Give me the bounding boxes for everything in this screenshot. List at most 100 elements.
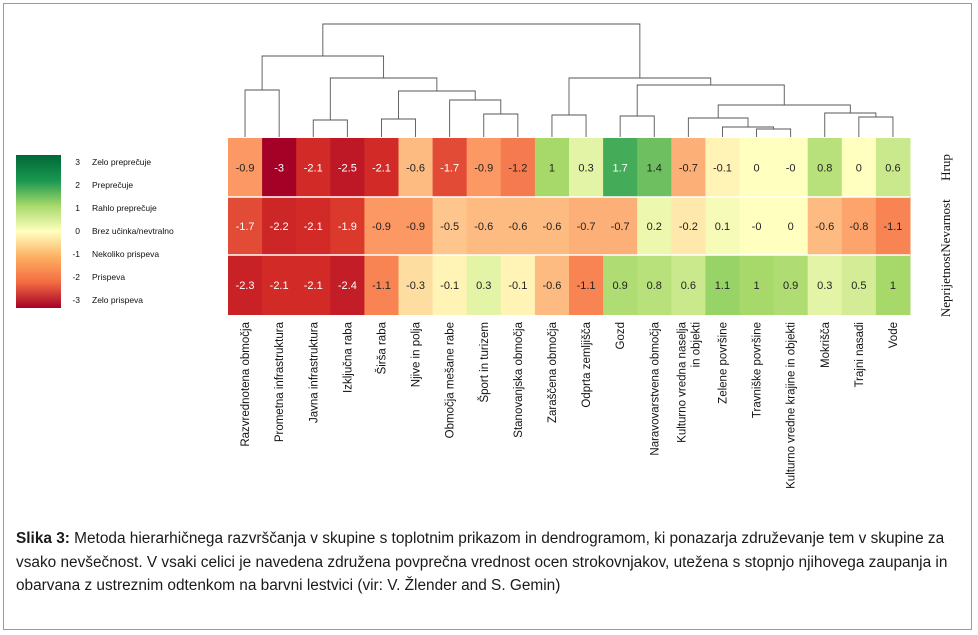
- heatmap-cell: [705, 197, 740, 255]
- cell-value-label: -0: [786, 163, 796, 175]
- heatmap-cell: [569, 138, 604, 197]
- cell-value-label: -2.3: [236, 280, 255, 292]
- cell-value-label: -0.1: [508, 280, 527, 292]
- column-label: Zelene površine: [717, 322, 729, 404]
- heatmap-cell: [228, 138, 263, 197]
- cell-value-label: -0.6: [815, 221, 834, 233]
- cell-value-label: -0.6: [474, 221, 493, 233]
- legend-value: 0: [75, 226, 80, 236]
- cell-value-label: -1.1: [883, 221, 902, 233]
- legend-label: Nekoliko prispeva: [92, 249, 159, 259]
- column-label: Šport in turizem: [478, 322, 491, 403]
- cell-value-label: -0.8: [849, 221, 868, 233]
- heatmap-cell: [296, 197, 331, 255]
- cell-value-label: 0.1: [715, 221, 730, 233]
- column-label: Njive in polja: [411, 321, 423, 387]
- cell-value-label: -3: [274, 163, 284, 175]
- column-label: Prometna infrastruktura: [274, 321, 286, 442]
- heatmap-cell: [875, 255, 911, 315]
- cell-value-label: -0.1: [713, 163, 732, 175]
- heatmap-cell: [569, 197, 604, 255]
- column-label: Javna infrastruktura: [308, 321, 320, 423]
- heatmap-cell: [773, 197, 809, 255]
- legend-value: 2: [75, 180, 80, 190]
- cell-value-label: -0.6: [406, 163, 425, 175]
- cell-value-label: -1.7: [236, 221, 255, 233]
- cell-value-label: 0.9: [783, 280, 798, 292]
- heatmap-cell: [875, 197, 911, 255]
- cell-value-label: -1.2: [508, 163, 527, 175]
- heatmap-cell: [466, 197, 502, 255]
- heatmap-cell: [500, 255, 536, 315]
- heatmap-cell: [262, 197, 297, 255]
- dendrogram-branch: [398, 90, 476, 119]
- cell-value-label: 0.2: [647, 221, 662, 233]
- heatmap-cell: [364, 138, 399, 197]
- cell-value-label: -1.9: [338, 221, 357, 233]
- legend-label: Zelo preprečuje: [92, 157, 151, 167]
- heatmap-cell: [364, 197, 399, 255]
- heatmap-cell: [228, 197, 263, 255]
- cell-value-label: 1: [890, 280, 896, 292]
- heatmap-cell: [739, 255, 775, 315]
- legend-value: -2: [72, 272, 80, 282]
- heatmap-cell: [671, 138, 706, 197]
- cell-value-label: -0.6: [542, 221, 561, 233]
- heatmap-cell: [296, 138, 331, 197]
- cell-value-label: 1: [549, 163, 555, 175]
- row-label: Hrup: [938, 154, 953, 181]
- heatmap-cell: [228, 255, 263, 315]
- heatmap-cell: [330, 138, 365, 197]
- heatmap-cell: [807, 255, 843, 315]
- heatmap-cell: [841, 255, 877, 315]
- heatmap-cell: [466, 255, 502, 315]
- cell-value-label: 0: [856, 163, 862, 175]
- cell-value-label: -0.7: [679, 163, 698, 175]
- column-label: Širša raba: [375, 321, 388, 374]
- heatmap-cells: -0.9 -3 -2.1 -2.5 -2.1 -0.6 -1.7 -0.9 -1.2 1 0.3 1.…: [228, 138, 911, 315]
- heatmap-cell: [705, 255, 740, 315]
- cell-value-label: 1: [753, 280, 759, 292]
- column-label: Stanovanjska območja: [513, 321, 525, 437]
- row-label: Nevarnost: [938, 199, 953, 253]
- cell-value-label: -1.1: [372, 280, 391, 292]
- cell-value-label: -0.7: [577, 221, 596, 233]
- cell-value-label: -0.9: [474, 163, 493, 175]
- legend-value: -3: [72, 295, 80, 305]
- heatmap-cell: [432, 255, 468, 315]
- row-label: Neprijetnost: [938, 252, 953, 317]
- cell-value-label: -2.2: [270, 221, 289, 233]
- dendrogram-branch: [322, 23, 641, 78]
- cell-value-label: 0.3: [578, 163, 593, 175]
- heatmap-cell: [807, 138, 843, 197]
- dendrogram-branch: [717, 104, 851, 118]
- cell-value-label: -0.2: [679, 221, 698, 233]
- cell-value-label: 0: [753, 163, 759, 175]
- column-label: Gozd: [615, 322, 627, 350]
- column-label: Zaraščena območja: [547, 321, 559, 423]
- cell-value-label: 0.6: [681, 280, 696, 292]
- heatmap-cell: [671, 197, 706, 255]
- dendrogram-branch: [619, 115, 655, 137]
- heatmap-cell: [603, 138, 638, 197]
- heatmap-cell: [841, 197, 877, 255]
- cell-value-label: 0.8: [647, 280, 662, 292]
- legend-color-bar: [16, 155, 61, 308]
- heatmap-cell: [739, 197, 775, 255]
- column-label: Naravovarstvena območja: [649, 321, 661, 455]
- column-label: Odprta zemljišča: [581, 321, 593, 407]
- cell-value-label: -2.5: [338, 163, 357, 175]
- cell-value-label: -2.1: [304, 221, 323, 233]
- column-label: Kulturno vredne krajine in objekti: [786, 322, 798, 489]
- column-label: Razvrednotena območja: [240, 321, 252, 446]
- heatmap-cell: [773, 138, 809, 197]
- cell-value-label: 0.8: [817, 163, 832, 175]
- dendrogram-branch: [551, 114, 587, 137]
- heatmap-cell: [432, 138, 468, 197]
- dendrogram-branch: [312, 119, 348, 137]
- cell-value-label: -0.6: [542, 280, 561, 292]
- heatmap-cell: [807, 197, 843, 255]
- heatmap-cell: [364, 255, 399, 315]
- cell-value-label: -2.1: [372, 163, 391, 175]
